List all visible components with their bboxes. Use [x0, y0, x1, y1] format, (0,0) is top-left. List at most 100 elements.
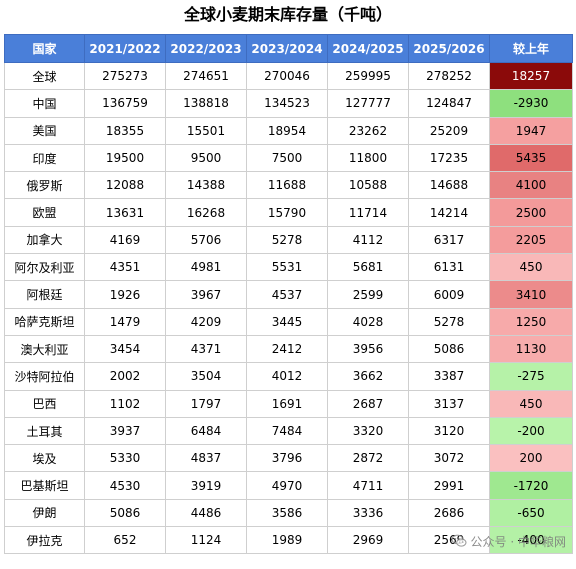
header-2024-2025: 2024/2025: [327, 34, 409, 63]
value-cell: 2991: [408, 471, 490, 500]
value-cell: 12088: [84, 171, 166, 200]
value-cell: 18355: [84, 116, 166, 145]
value-cell: 4351: [84, 253, 166, 282]
value-cell: 6131: [408, 253, 490, 282]
value-cell: 1124: [165, 526, 247, 555]
value-cell: 11714: [327, 198, 409, 227]
table-row: 俄罗斯 12088 14388 11688 10588 14688 4100: [4, 171, 573, 200]
value-cell: 3586: [246, 498, 328, 528]
value-cell: 3662: [327, 362, 409, 391]
table-row: 巴基斯坦 4530 3919 4970 4711 2991 -1720: [4, 471, 573, 500]
table-row: 哈萨克斯坦 1479 4209 3445 4028 5278 1250: [4, 307, 573, 336]
value-cell: 25209: [408, 116, 490, 145]
country-cell: 巴基斯坦: [4, 471, 85, 500]
country-cell: 伊朗: [4, 498, 85, 528]
value-cell: 4112: [327, 225, 409, 255]
value-cell: 15790: [246, 198, 328, 227]
country-cell: 哈萨克斯坦: [4, 307, 85, 336]
table-header: 国家 2021/2022 2022/2023 2023/2024 2024/20…: [4, 34, 573, 63]
value-cell: 3937: [84, 416, 166, 446]
value-cell: 5330: [84, 444, 166, 473]
value-cell: 11688: [246, 171, 328, 200]
value-cell: 5278: [408, 307, 490, 336]
table-row: 阿尔及利亚 4351 4981 5531 5681 6131 450: [4, 253, 573, 282]
value-cell: 1926: [84, 280, 166, 309]
country-cell: 巴西: [4, 389, 85, 418]
value-cell: 4486: [165, 498, 247, 528]
change-cell: 18257: [489, 61, 573, 91]
value-cell: 652: [84, 526, 166, 555]
change-cell: 2205: [489, 225, 573, 255]
change-cell: -275: [489, 362, 573, 391]
value-cell: 270046: [246, 61, 328, 91]
value-cell: 23262: [327, 116, 409, 145]
value-cell: 124847: [408, 89, 490, 118]
country-cell: 俄罗斯: [4, 171, 85, 200]
country-cell: 埃及: [4, 444, 85, 473]
country-cell: 加拿大: [4, 225, 85, 255]
table-row: 巴西 1102 1797 1691 2687 3137 450: [4, 389, 573, 418]
value-cell: 2569: [408, 526, 490, 555]
value-cell: 5086: [84, 498, 166, 528]
value-cell: 19500: [84, 143, 166, 173]
value-cell: 5278: [246, 225, 328, 255]
value-cell: 2969: [327, 526, 409, 555]
change-cell: 200: [489, 444, 573, 473]
value-cell: 4371: [165, 334, 247, 364]
table-row: 沙特阿拉伯 2002 3504 4012 3662 3387 -275: [4, 362, 573, 391]
change-cell: 450: [489, 389, 573, 418]
value-cell: 5531: [246, 253, 328, 282]
value-cell: 14388: [165, 171, 247, 200]
value-cell: 4981: [165, 253, 247, 282]
change-cell: 5435: [489, 143, 573, 173]
country-cell: 澳大利亚: [4, 334, 85, 364]
value-cell: 11800: [327, 143, 409, 173]
value-cell: 1691: [246, 389, 328, 418]
value-cell: 7500: [246, 143, 328, 173]
value-cell: 278252: [408, 61, 490, 91]
table-row: 中国 136759 138818 134523 127777 124847 -2930: [4, 89, 573, 118]
value-cell: 10588: [327, 171, 409, 200]
change-cell: 1947: [489, 116, 573, 145]
country-cell: 沙特阿拉伯: [4, 362, 85, 391]
value-cell: 1797: [165, 389, 247, 418]
table-row: 阿根廷 1926 3967 4537 2599 6009 3410: [4, 280, 573, 309]
page-title: 全球小麦期末库存量（千吨）: [183, 5, 392, 24]
value-cell: 14688: [408, 171, 490, 200]
country-cell: 印度: [4, 143, 85, 173]
value-cell: 4837: [165, 444, 247, 473]
value-cell: 134523: [246, 89, 328, 118]
value-cell: 3320: [327, 416, 409, 446]
value-cell: 136759: [84, 89, 166, 118]
country-cell: 全球: [4, 61, 85, 91]
change-cell: 1130: [489, 334, 573, 364]
value-cell: 1102: [84, 389, 166, 418]
change-cell: -1720: [489, 471, 573, 500]
value-cell: 3967: [165, 280, 247, 309]
value-cell: 4537: [246, 280, 328, 309]
value-cell: 3504: [165, 362, 247, 391]
table-row: 土耳其 3937 6484 7484 3320 3120 -200: [4, 416, 573, 446]
country-cell: 欧盟: [4, 198, 85, 227]
header-row: 国家 2021/2022 2022/2023 2023/2024 2024/20…: [4, 34, 573, 63]
value-cell: 13631: [84, 198, 166, 227]
value-cell: 3072: [408, 444, 490, 473]
country-cell: 阿尔及利亚: [4, 253, 85, 282]
value-cell: 2599: [327, 280, 409, 309]
value-cell: 4012: [246, 362, 328, 391]
value-cell: 3445: [246, 307, 328, 336]
value-cell: 3137: [408, 389, 490, 418]
value-cell: 5086: [408, 334, 490, 364]
table-body: 全球 275273 274651 270046 259995 278252 18257 中国 1…: [4, 61, 573, 555]
value-cell: 4530: [84, 471, 166, 500]
value-cell: 15501: [165, 116, 247, 145]
table-row: 伊拉克 652 1124 1989 2969 2569 -400: [4, 526, 573, 555]
table-row: 美国 18355 15501 18954 23262 25209 1947: [4, 116, 573, 145]
country-cell: 土耳其: [4, 416, 85, 446]
header-2021-2022: 2021/2022: [84, 34, 166, 63]
value-cell: 7484: [246, 416, 328, 446]
country-cell: 阿根廷: [4, 280, 85, 309]
header-2025-2026: 2025/2026: [408, 34, 490, 63]
value-cell: 259995: [327, 61, 409, 91]
value-cell: 6317: [408, 225, 490, 255]
